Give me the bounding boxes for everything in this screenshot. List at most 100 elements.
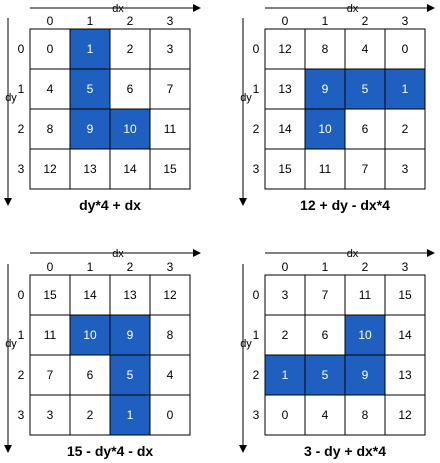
cell-value: 9 — [127, 328, 134, 342]
row-label: 1 — [253, 82, 260, 96]
grid-cell-highlighted — [69, 28, 111, 70]
row-label: 3 — [253, 162, 260, 176]
row-label: 3 — [18, 408, 25, 422]
dy-axis-label: dy — [240, 92, 252, 104]
cell-value: 4 — [362, 42, 369, 56]
grid-cell — [384, 148, 426, 190]
col-label: 2 — [127, 14, 134, 28]
cell-value: 11 — [359, 288, 372, 302]
cell-value: 12 — [278, 42, 292, 56]
grid-cell — [304, 394, 346, 436]
grid-title: 15 - dy*4 - dx — [67, 443, 154, 459]
cell-value: 15 — [278, 162, 292, 176]
grid-cell — [109, 274, 151, 316]
grid-cell — [344, 394, 386, 436]
cell-value: 15 — [398, 288, 412, 302]
grid-cell — [384, 28, 426, 70]
row-label: 1 — [18, 82, 25, 96]
row-label: 2 — [18, 122, 25, 136]
grid-cell — [264, 108, 306, 150]
cell-value: 5 — [87, 82, 94, 96]
row-label: 0 — [253, 288, 260, 302]
dx-axis-label: dx — [112, 3, 124, 15]
dx-axis-label: dx — [112, 248, 124, 260]
cell-value: 5 — [362, 82, 369, 96]
cell-value: 5 — [322, 368, 329, 382]
grid-cell — [384, 108, 426, 150]
row-label: 1 — [18, 328, 25, 342]
cell-value: 13 — [278, 82, 292, 96]
grid-title: 3 - dy + dx*4 — [304, 443, 386, 459]
row-label: 2 — [253, 368, 260, 382]
cell-value: 10 — [318, 122, 332, 136]
row-label: 2 — [253, 122, 260, 136]
grid-cell — [304, 148, 346, 190]
row-label: 0 — [18, 288, 25, 302]
cell-value: 3 — [47, 408, 54, 422]
grid-cell — [149, 314, 191, 356]
grid-cell-highlighted — [344, 354, 386, 396]
cell-value: 14 — [398, 328, 412, 342]
grid-cell — [109, 68, 151, 110]
row-label: 3 — [253, 408, 260, 422]
cell-value: 11 — [164, 122, 177, 136]
row-label: 2 — [18, 368, 25, 382]
row-label: 0 — [18, 42, 25, 56]
cell-value: 12 — [43, 162, 57, 176]
dy-axis-label: dy — [5, 92, 17, 104]
cell-value: 9 — [322, 82, 329, 96]
row-label: 1 — [253, 328, 260, 342]
cell-value: 14 — [278, 122, 292, 136]
grid-cell — [149, 394, 191, 436]
cell-value: 0 — [167, 408, 174, 422]
grid-cell-highlighted — [264, 354, 306, 396]
cell-value: 0 — [402, 42, 409, 56]
grid-cell — [29, 314, 71, 356]
grid-cell-highlighted — [384, 68, 426, 110]
grid-cell — [304, 28, 346, 70]
grid-cell-highlighted — [304, 68, 346, 110]
grid-cell-highlighted — [69, 68, 111, 110]
grid-cell-highlighted — [109, 354, 151, 396]
cell-value: 13 — [398, 368, 412, 382]
cell-value: 3 — [282, 288, 289, 302]
grid-cell — [264, 274, 306, 316]
cell-value: 13 — [83, 162, 97, 176]
grid-cell-highlighted — [304, 108, 346, 150]
col-label: 0 — [282, 14, 289, 28]
cell-value: 7 — [322, 288, 329, 302]
col-label: 2 — [127, 260, 134, 274]
grid-cell — [29, 354, 71, 396]
col-label: 2 — [362, 14, 369, 28]
grid-cell — [384, 274, 426, 316]
col-label: 3 — [167, 14, 174, 28]
cell-value: 14 — [123, 162, 137, 176]
cell-value: 0 — [47, 42, 54, 56]
grid-cell — [149, 274, 191, 316]
cell-value: 4 — [322, 408, 329, 422]
col-label: 1 — [87, 260, 94, 274]
cell-value: 14 — [83, 288, 97, 302]
grid-cell-highlighted — [109, 108, 151, 150]
grid-cell — [149, 354, 191, 396]
cell-value: 12 — [398, 408, 412, 422]
cell-value: 3 — [402, 162, 409, 176]
grid-cell — [29, 394, 71, 436]
grid-cell — [69, 354, 111, 396]
cell-value: 1 — [282, 368, 289, 382]
grid-cell-highlighted — [109, 394, 151, 436]
cell-value: 8 — [322, 42, 329, 56]
cell-value: 6 — [362, 122, 369, 136]
cell-value: 8 — [47, 122, 54, 136]
cell-value: 6 — [127, 82, 134, 96]
cell-value: 7 — [47, 368, 54, 382]
grid-cell — [304, 314, 346, 356]
grid-cell-highlighted — [304, 354, 346, 396]
dx-axis-label: dx — [347, 3, 359, 15]
grid-cell-highlighted — [344, 314, 386, 356]
cell-value: 2 — [127, 42, 134, 56]
